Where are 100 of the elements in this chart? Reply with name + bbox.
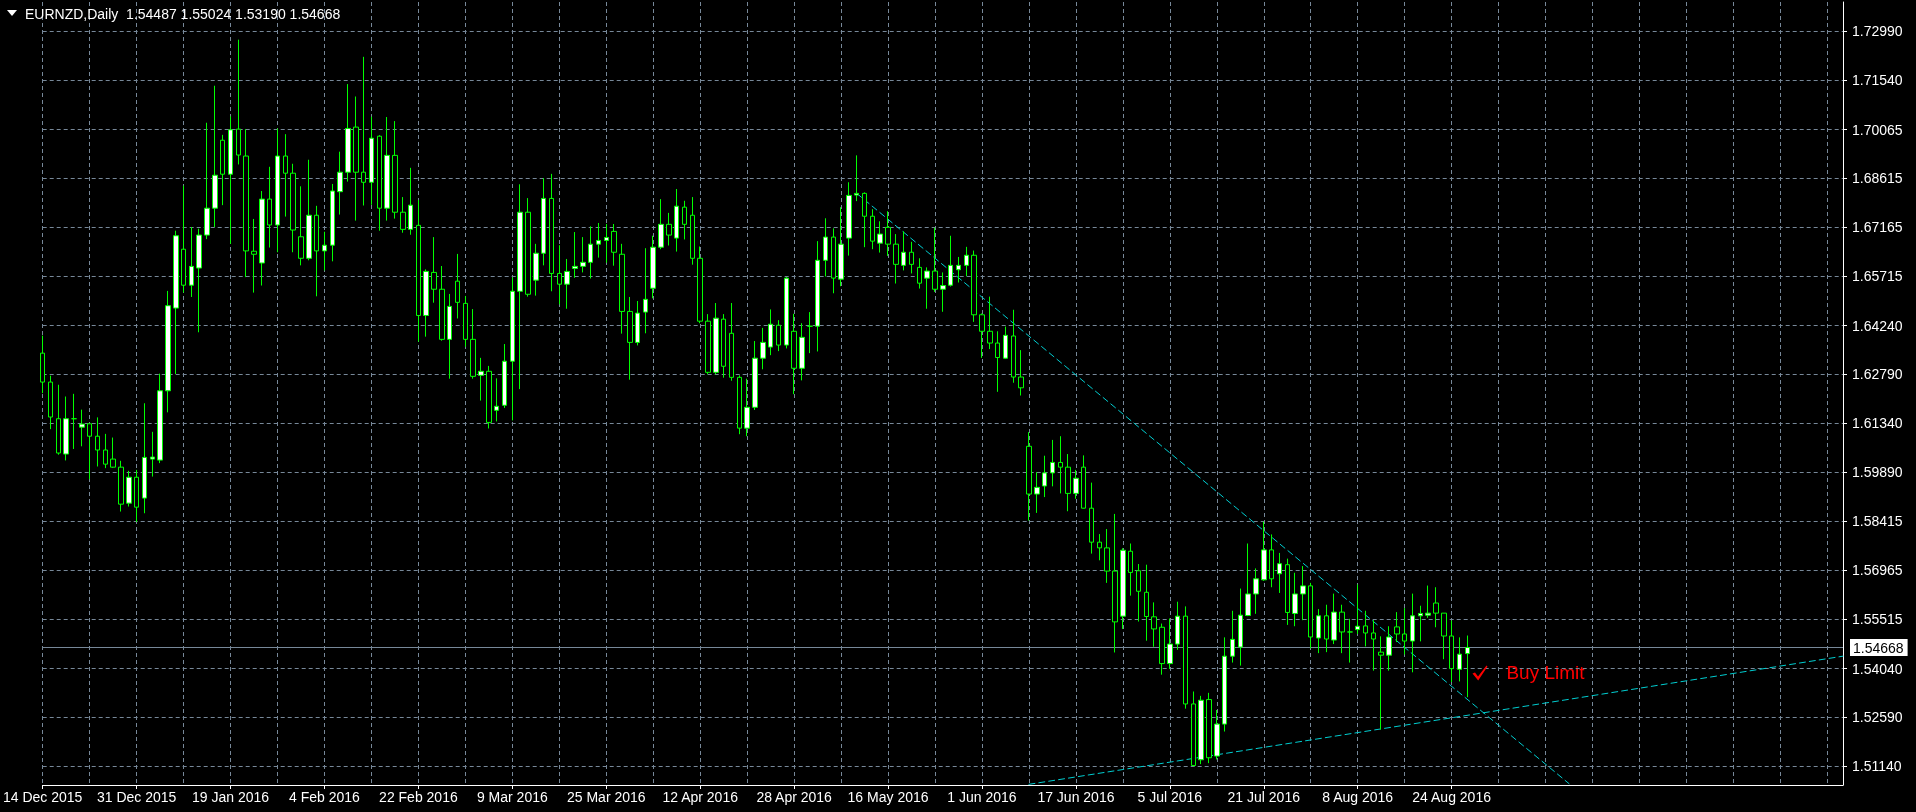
candlestick: [110, 437, 116, 469]
y-tick-label: 1.61340: [1852, 415, 1903, 432]
candlestick: [447, 293, 452, 380]
candlestick: [1151, 601, 1157, 648]
y-tick-label: 1.51140: [1852, 758, 1902, 775]
candlestick: [377, 134, 382, 232]
candlestick: [494, 377, 499, 422]
candlestick: [831, 227, 836, 294]
candlestick: [643, 247, 648, 334]
candlestick: [1128, 543, 1133, 597]
candlestick: [721, 313, 726, 379]
y-tick-label: 1.71540: [1852, 72, 1903, 89]
candlestick: [1285, 558, 1290, 626]
candlestick: [776, 319, 781, 352]
candlestick: [87, 422, 92, 480]
candlestick: [1331, 593, 1337, 645]
candlestick: [838, 206, 844, 287]
candlestick: [752, 340, 758, 411]
candlestick: [48, 375, 53, 430]
x-tick-label: 14 Dec 2015: [2, 789, 83, 805]
candlestick: [228, 115, 233, 245]
candlestick: [306, 159, 312, 261]
candlestick: [611, 223, 617, 267]
y-tick-label: 1.56965: [1852, 562, 1903, 579]
candlestick: [870, 208, 875, 250]
candlestick: [196, 228, 202, 333]
candlestick: [1433, 586, 1439, 628]
candlestick: [330, 183, 335, 262]
x-tick-label: 24 Aug 2016: [1412, 789, 1492, 805]
candlestick: [674, 188, 679, 253]
candlestick: [666, 212, 672, 247]
candlestick: [283, 133, 288, 218]
candlestick: [658, 198, 664, 250]
y-tick-label: 1.70065: [1852, 121, 1903, 138]
candlestick: [439, 265, 445, 342]
y-tick-label: 1.62790: [1852, 366, 1903, 383]
candlestick: [768, 308, 773, 356]
candlestick: [619, 243, 625, 335]
candlestick: [173, 230, 179, 375]
candlestick: [893, 233, 899, 285]
candlestick: [517, 183, 523, 390]
candlestick: [431, 236, 437, 304]
candlestick: [290, 163, 296, 253]
candlestick: [63, 396, 69, 461]
candlestick: [713, 302, 719, 375]
candlestick: [1026, 431, 1032, 522]
x-tick-label: 1 Jun 2016: [947, 789, 1017, 805]
candlestick: [486, 365, 492, 429]
candlestick: [243, 128, 249, 278]
candlestick: [298, 185, 304, 266]
candlestick: [1371, 619, 1376, 672]
candlestick: [854, 154, 859, 202]
candlestick: [901, 230, 906, 271]
candlestick: [1042, 455, 1047, 498]
candlestick: [384, 116, 390, 222]
candlestick: [1339, 604, 1345, 654]
candlestick: [572, 231, 578, 279]
y-tick-label: 1.65715: [1852, 267, 1903, 284]
x-tick-label: 8 Aug 2016: [1322, 789, 1394, 805]
candlestick: [345, 83, 351, 183]
candlestick: [1355, 584, 1360, 635]
candlestick: [416, 199, 421, 343]
candlestick: [204, 122, 210, 240]
candlestick: [463, 295, 468, 348]
candlestick: [987, 296, 993, 350]
candlestick: [126, 470, 132, 508]
candlestick: [1191, 691, 1196, 767]
candlestick: [1144, 564, 1149, 642]
candlestick: [635, 300, 640, 346]
candlestick: [1073, 469, 1079, 500]
candlestick: [1316, 608, 1321, 654]
candlestick: [1175, 601, 1180, 651]
candlestick: [682, 200, 687, 240]
candlestick: [729, 302, 734, 382]
candlestick: [948, 235, 953, 288]
candlestick: [956, 256, 961, 284]
candlestick: [134, 469, 139, 523]
candlestick: [549, 173, 554, 292]
candlestick: [369, 116, 374, 206]
candlestick: [784, 276, 789, 349]
candlestick: [251, 218, 257, 294]
candlestick: [807, 311, 813, 354]
candlestick: [690, 196, 695, 266]
candlestick: [1418, 605, 1423, 642]
candlestick: [455, 253, 460, 319]
x-tick-label: 12 Apr 2016: [662, 789, 739, 805]
y-tick-label: 1.59890: [1852, 463, 1903, 480]
candlestick: [533, 243, 539, 297]
candlestick: [1198, 695, 1204, 765]
y-tick-label: 1.55515: [1852, 611, 1903, 628]
candlestick: [525, 197, 531, 298]
candlestick: [1214, 709, 1220, 760]
candlestick: [932, 227, 938, 293]
candlestick: [1308, 582, 1313, 649]
candlestick: [1065, 453, 1071, 512]
candlestick: [1081, 454, 1086, 510]
candlestick: [1410, 593, 1415, 673]
x-tick-label: 5 Jul 2016: [1137, 789, 1203, 805]
candlestick: [314, 205, 319, 297]
candlestick: [1394, 611, 1400, 643]
